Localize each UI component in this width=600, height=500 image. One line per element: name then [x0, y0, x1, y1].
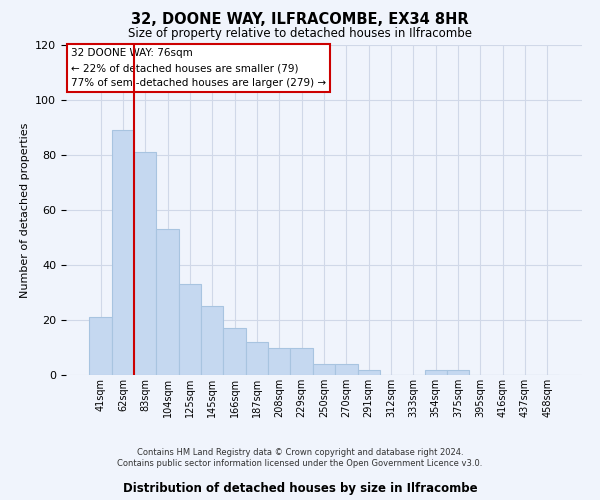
Bar	[425, 370, 447, 375]
Bar	[335, 364, 358, 375]
Bar	[358, 370, 380, 375]
Text: 32, DOONE WAY, ILFRACOMBE, EX34 8HR: 32, DOONE WAY, ILFRACOMBE, EX34 8HR	[131, 12, 469, 28]
Bar	[179, 284, 201, 375]
Bar	[447, 370, 469, 375]
Bar	[89, 318, 112, 375]
Bar	[157, 229, 179, 375]
Bar	[223, 328, 246, 375]
Bar	[246, 342, 268, 375]
Text: 32 DOONE WAY: 76sqm
← 22% of detached houses are smaller (79)
77% of semi-detach: 32 DOONE WAY: 76sqm ← 22% of detached ho…	[71, 48, 326, 88]
Bar	[112, 130, 134, 375]
Text: Contains HM Land Registry data © Crown copyright and database right 2024.
Contai: Contains HM Land Registry data © Crown c…	[118, 448, 482, 468]
Bar	[134, 152, 157, 375]
Y-axis label: Number of detached properties: Number of detached properties	[20, 122, 29, 298]
Bar	[201, 306, 223, 375]
Bar	[290, 348, 313, 375]
Bar	[268, 348, 290, 375]
Bar	[313, 364, 335, 375]
Text: Size of property relative to detached houses in Ilfracombe: Size of property relative to detached ho…	[128, 28, 472, 40]
Text: Distribution of detached houses by size in Ilfracombe: Distribution of detached houses by size …	[122, 482, 478, 495]
